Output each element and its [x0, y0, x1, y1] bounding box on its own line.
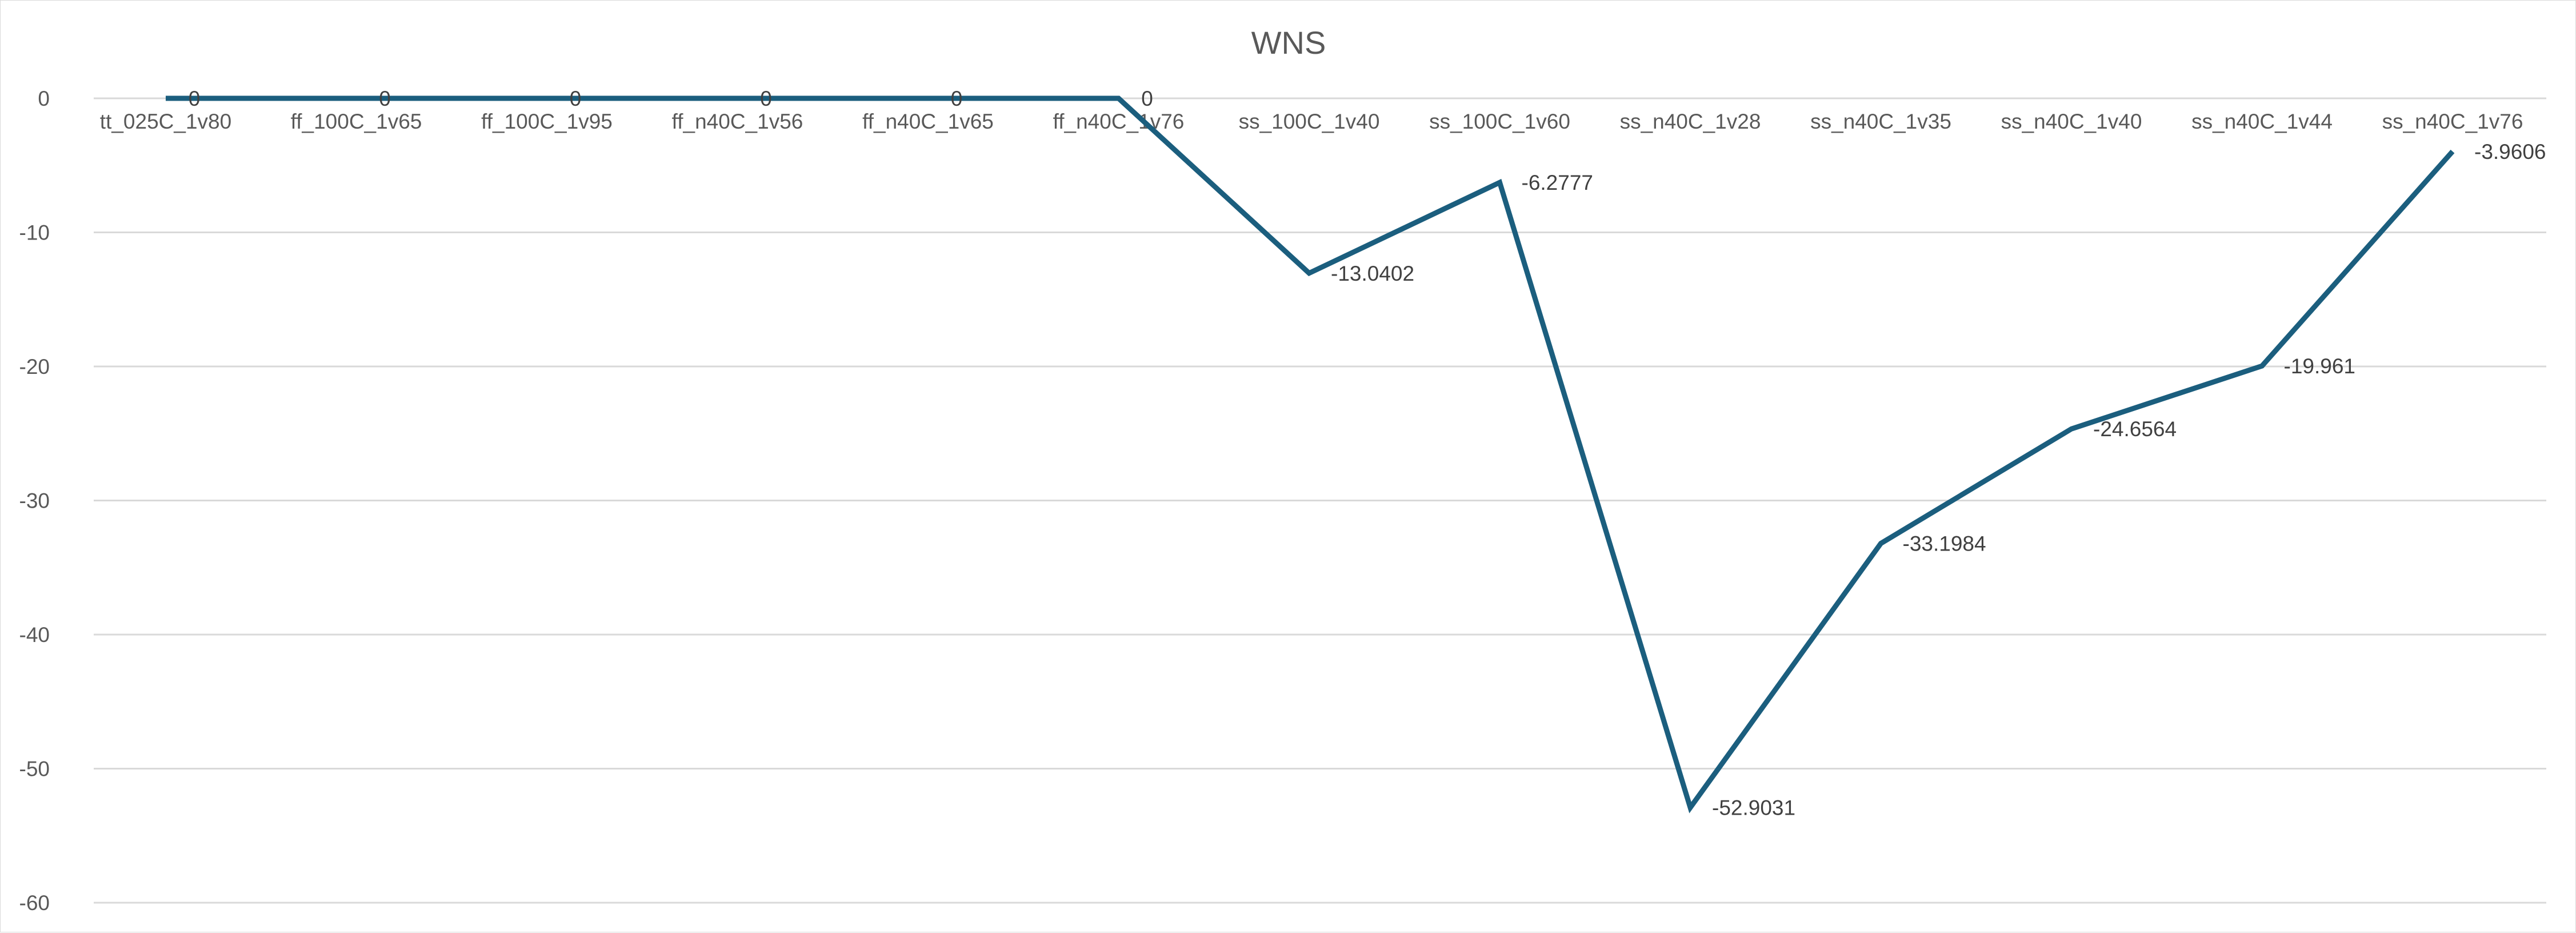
x-tick-label: ff_100C_1v65	[291, 110, 422, 133]
y-tick-label: -60	[19, 891, 50, 915]
data-label: 0	[760, 87, 772, 110]
x-tick-label: ss_n40C_1v35	[1810, 110, 1951, 133]
y-tick-label: -10	[19, 221, 50, 245]
data-label: -52.9031	[1712, 796, 1795, 820]
data-label: -19.961	[2284, 354, 2356, 378]
x-tick-label: ff_100C_1v95	[481, 110, 613, 133]
data-label: 0	[379, 87, 391, 110]
x-tick-label: ff_n40C_1v65	[862, 110, 994, 133]
data-labels: 0 0 0 0 0 0 -13.0402 -6.2777 -52.9031 -33.1984 -24…	[189, 87, 2546, 820]
x-tick-label: ss_100C_1v60	[1429, 110, 1570, 133]
series-line	[166, 95, 2455, 814]
data-label: -24.6564	[2093, 417, 2177, 441]
y-tick-label: 0	[38, 87, 50, 110]
y-axis-tick-labels: 0 -10 -20 -30 -40 -50 -60	[19, 87, 50, 915]
x-tick-label: ss_100C_1v40	[1239, 110, 1380, 133]
data-label: 0	[1141, 87, 1153, 110]
data-label: -6.2777	[1522, 171, 1594, 194]
data-label: -33.1984	[1903, 532, 1986, 556]
x-tick-label: ss_n40C_1v28	[1620, 110, 1761, 133]
y-tick-label: -50	[19, 757, 50, 781]
x-tick-label: tt_025C_1v80	[100, 110, 231, 133]
x-tick-label: ss_n40C_1v76	[2382, 110, 2523, 133]
x-tick-label: ss_n40C_1v40	[2001, 110, 2142, 133]
chart-title: WNS	[1251, 25, 1326, 61]
series-layer	[166, 95, 2455, 814]
data-label: -13.0402	[1331, 262, 1414, 285]
x-tick-label: ff_n40C_1v76	[1053, 110, 1185, 133]
y-tick-label: -30	[19, 489, 50, 513]
data-label: 0	[951, 87, 963, 110]
x-axis-tick-labels: tt_025C_1v80 ff_100C_1v65 ff_100C_1v95 ff_n…	[100, 110, 2523, 133]
data-label: -3.9606	[2474, 140, 2546, 164]
data-label: 0	[570, 87, 582, 110]
x-tick-label: ff_n40C_1v56	[672, 110, 803, 133]
y-tick-label: -40	[19, 623, 50, 647]
gridlines	[94, 97, 2546, 904]
x-tick-label: ss_n40C_1v44	[2191, 110, 2333, 133]
y-tick-label: -20	[19, 355, 50, 378]
data-label: 0	[189, 87, 201, 110]
